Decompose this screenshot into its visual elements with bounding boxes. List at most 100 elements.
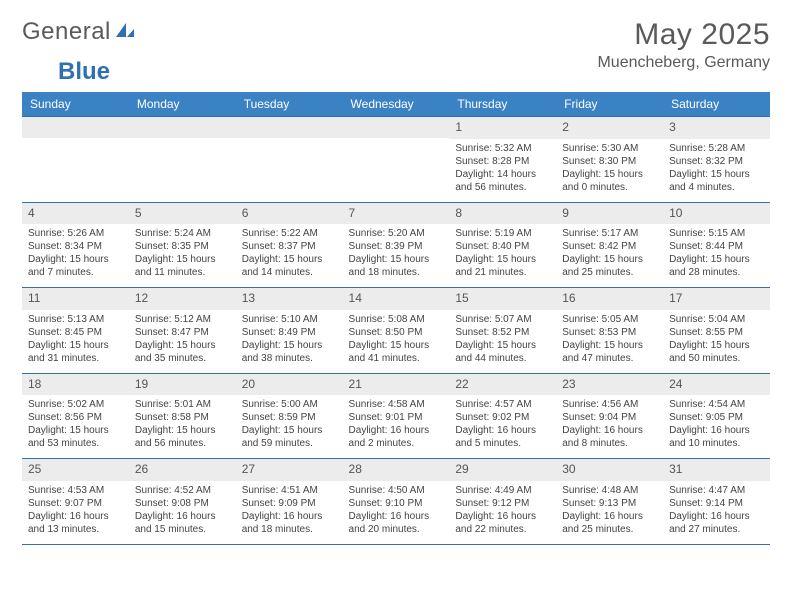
sunset-line: Sunset: 9:09 PM	[242, 497, 337, 510]
day-number	[22, 117, 129, 138]
daylight-line: Daylight: 15 hours and 28 minutes.	[669, 253, 764, 279]
day-number: 18	[22, 374, 129, 396]
calendar-cell	[22, 117, 129, 203]
weekday-header: Wednesday	[343, 92, 450, 117]
day-body: Sunrise: 4:52 AMSunset: 9:08 PMDaylight:…	[129, 481, 236, 544]
calendar-cell: 4Sunrise: 5:26 AMSunset: 8:34 PMDaylight…	[22, 202, 129, 288]
calendar-cell: 14Sunrise: 5:08 AMSunset: 8:50 PMDayligh…	[343, 288, 450, 374]
day-number: 6	[236, 203, 343, 225]
daylight-line: Daylight: 15 hours and 7 minutes.	[28, 253, 123, 279]
day-number: 26	[129, 459, 236, 481]
calendar-cell: 1Sunrise: 5:32 AMSunset: 8:28 PMDaylight…	[449, 117, 556, 203]
title-block: May 2025 Muencheberg, Germany	[597, 18, 770, 72]
calendar-cell: 26Sunrise: 4:52 AMSunset: 9:08 PMDayligh…	[129, 459, 236, 544]
day-body: Sunrise: 5:13 AMSunset: 8:45 PMDaylight:…	[22, 310, 129, 373]
sunset-line: Sunset: 8:56 PM	[28, 411, 123, 424]
calendar-cell	[129, 117, 236, 203]
sunset-line: Sunset: 9:01 PM	[349, 411, 444, 424]
calendar-week: 1Sunrise: 5:32 AMSunset: 8:28 PMDaylight…	[22, 117, 770, 203]
day-body: Sunrise: 5:15 AMSunset: 8:44 PMDaylight:…	[663, 224, 770, 287]
day-number	[343, 117, 450, 138]
day-number: 12	[129, 288, 236, 310]
day-number: 4	[22, 203, 129, 225]
day-number: 2	[556, 117, 663, 139]
calendar-cell: 31Sunrise: 4:47 AMSunset: 9:14 PMDayligh…	[663, 459, 770, 544]
day-body: Sunrise: 5:08 AMSunset: 8:50 PMDaylight:…	[343, 310, 450, 373]
day-number: 14	[343, 288, 450, 310]
sunset-line: Sunset: 9:08 PM	[135, 497, 230, 510]
logo-text-blue: Blue	[58, 58, 110, 86]
daylight-line: Daylight: 16 hours and 18 minutes.	[242, 510, 337, 536]
day-body	[22, 138, 129, 196]
daylight-line: Daylight: 15 hours and 38 minutes.	[242, 339, 337, 365]
page-title: May 2025	[597, 18, 770, 52]
calendar-cell: 11Sunrise: 5:13 AMSunset: 8:45 PMDayligh…	[22, 288, 129, 374]
daylight-line: Daylight: 15 hours and 47 minutes.	[562, 339, 657, 365]
calendar-cell: 21Sunrise: 4:58 AMSunset: 9:01 PMDayligh…	[343, 373, 450, 459]
daylight-line: Daylight: 16 hours and 27 minutes.	[669, 510, 764, 536]
bottom-rule	[22, 544, 770, 545]
day-body: Sunrise: 5:10 AMSunset: 8:49 PMDaylight:…	[236, 310, 343, 373]
sunrise-line: Sunrise: 5:30 AM	[562, 142, 657, 155]
sunrise-line: Sunrise: 5:01 AM	[135, 398, 230, 411]
sunrise-line: Sunrise: 5:22 AM	[242, 227, 337, 240]
day-number: 29	[449, 459, 556, 481]
day-number: 30	[556, 459, 663, 481]
daylight-line: Daylight: 15 hours and 59 minutes.	[242, 424, 337, 450]
sunrise-line: Sunrise: 5:32 AM	[455, 142, 550, 155]
sunrise-line: Sunrise: 5:28 AM	[669, 142, 764, 155]
sunset-line: Sunset: 9:07 PM	[28, 497, 123, 510]
calendar-cell	[236, 117, 343, 203]
sunset-line: Sunset: 8:32 PM	[669, 155, 764, 168]
sunrise-line: Sunrise: 4:57 AM	[455, 398, 550, 411]
day-number: 20	[236, 374, 343, 396]
day-number: 24	[663, 374, 770, 396]
day-number: 16	[556, 288, 663, 310]
day-number: 27	[236, 459, 343, 481]
sunrise-line: Sunrise: 4:50 AM	[349, 484, 444, 497]
daylight-line: Daylight: 15 hours and 14 minutes.	[242, 253, 337, 279]
sunrise-line: Sunrise: 5:07 AM	[455, 313, 550, 326]
day-number: 22	[449, 374, 556, 396]
day-number	[236, 117, 343, 138]
sunrise-line: Sunrise: 5:24 AM	[135, 227, 230, 240]
day-body: Sunrise: 4:58 AMSunset: 9:01 PMDaylight:…	[343, 395, 450, 458]
daylight-line: Daylight: 16 hours and 10 minutes.	[669, 424, 764, 450]
sunset-line: Sunset: 8:55 PM	[669, 326, 764, 339]
day-number: 21	[343, 374, 450, 396]
day-number: 7	[343, 203, 450, 225]
calendar-cell	[343, 117, 450, 203]
calendar-cell: 13Sunrise: 5:10 AMSunset: 8:49 PMDayligh…	[236, 288, 343, 374]
calendar-cell: 2Sunrise: 5:30 AMSunset: 8:30 PMDaylight…	[556, 117, 663, 203]
day-body: Sunrise: 4:49 AMSunset: 9:12 PMDaylight:…	[449, 481, 556, 544]
daylight-line: Daylight: 15 hours and 18 minutes.	[349, 253, 444, 279]
daylight-line: Daylight: 15 hours and 53 minutes.	[28, 424, 123, 450]
calendar-cell: 20Sunrise: 5:00 AMSunset: 8:59 PMDayligh…	[236, 373, 343, 459]
day-number: 23	[556, 374, 663, 396]
sunrise-line: Sunrise: 5:04 AM	[669, 313, 764, 326]
sunrise-line: Sunrise: 4:47 AM	[669, 484, 764, 497]
day-body: Sunrise: 4:56 AMSunset: 9:04 PMDaylight:…	[556, 395, 663, 458]
sunset-line: Sunset: 9:04 PM	[562, 411, 657, 424]
sunset-line: Sunset: 8:45 PM	[28, 326, 123, 339]
daylight-line: Daylight: 16 hours and 15 minutes.	[135, 510, 230, 536]
calendar-cell: 6Sunrise: 5:22 AMSunset: 8:37 PMDaylight…	[236, 202, 343, 288]
calendar-page: General May 2025 Muencheberg, Germany Bl…	[0, 0, 792, 555]
day-number: 9	[556, 203, 663, 225]
day-body: Sunrise: 4:51 AMSunset: 9:09 PMDaylight:…	[236, 481, 343, 544]
day-body: Sunrise: 4:57 AMSunset: 9:02 PMDaylight:…	[449, 395, 556, 458]
sunset-line: Sunset: 8:44 PM	[669, 240, 764, 253]
sunset-line: Sunset: 9:12 PM	[455, 497, 550, 510]
calendar-cell: 16Sunrise: 5:05 AMSunset: 8:53 PMDayligh…	[556, 288, 663, 374]
weekday-header: Friday	[556, 92, 663, 117]
sunrise-line: Sunrise: 4:53 AM	[28, 484, 123, 497]
day-body: Sunrise: 5:20 AMSunset: 8:39 PMDaylight:…	[343, 224, 450, 287]
day-body: Sunrise: 4:47 AMSunset: 9:14 PMDaylight:…	[663, 481, 770, 544]
calendar-cell: 29Sunrise: 4:49 AMSunset: 9:12 PMDayligh…	[449, 459, 556, 544]
calendar-cell: 3Sunrise: 5:28 AMSunset: 8:32 PMDaylight…	[663, 117, 770, 203]
sunrise-line: Sunrise: 5:15 AM	[669, 227, 764, 240]
weekday-header: Sunday	[22, 92, 129, 117]
sunrise-line: Sunrise: 5:26 AM	[28, 227, 123, 240]
sunrise-line: Sunrise: 4:52 AM	[135, 484, 230, 497]
weekday-header: Tuesday	[236, 92, 343, 117]
